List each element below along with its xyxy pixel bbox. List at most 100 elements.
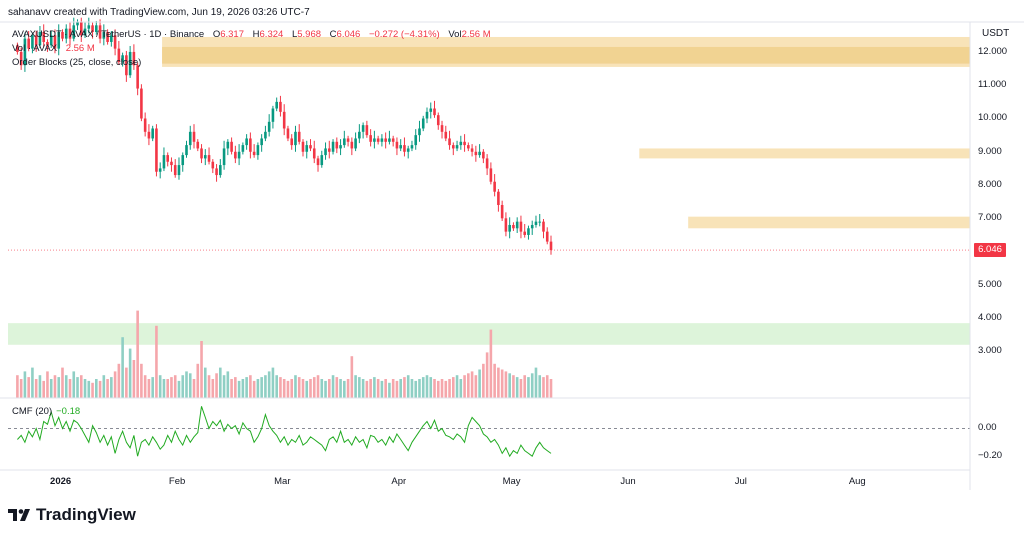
candle-body <box>64 28 68 39</box>
candle-body <box>98 25 102 39</box>
price-tick-label: 12.000 <box>978 45 1008 57</box>
candle-body <box>384 138 387 142</box>
volume-bar <box>294 375 297 398</box>
volume-bar <box>207 375 211 398</box>
candle-body <box>16 45 19 52</box>
candle-body <box>433 108 436 116</box>
symbol-title[interactable]: AVAXUSDT · AVAX / TetherUS · 1D · Binanc… <box>12 29 205 40</box>
volume-bar <box>459 379 463 398</box>
volume-bar <box>132 360 136 398</box>
candle-body <box>440 125 444 132</box>
candle-body <box>395 141 399 149</box>
volume-bar <box>508 373 511 398</box>
candle-body <box>290 138 294 146</box>
open-label: O <box>212 29 221 40</box>
candle-body <box>260 138 263 146</box>
volume-bar <box>538 375 542 398</box>
volume-bar <box>519 379 523 398</box>
price-tick-label: 9.000 <box>978 145 1002 157</box>
volume-bar <box>384 379 387 398</box>
volume-bar <box>158 375 162 398</box>
candle-body <box>448 138 451 146</box>
volume-bar <box>188 373 192 398</box>
volume-bar <box>436 380 440 398</box>
candle-body <box>388 138 391 142</box>
volume-bar <box>301 379 305 398</box>
volume-bar <box>335 377 339 398</box>
time-tick-label: Apr <box>391 476 407 487</box>
volume-bar <box>222 375 226 398</box>
volume-bar <box>181 375 185 398</box>
volume-bar <box>38 375 42 398</box>
volume-bar <box>545 375 549 398</box>
volume-bar <box>102 375 106 398</box>
candle-body <box>309 145 312 149</box>
candle-body <box>200 148 203 159</box>
order-blocks-indicator-label[interactable]: Order Blocks (25, close, close) <box>12 57 142 68</box>
volume-indicator-label[interactable]: Vol · AVAX <box>12 43 58 54</box>
candle-body <box>91 25 94 32</box>
volume-bar <box>482 363 485 398</box>
volume-bar <box>433 379 436 398</box>
candle-body <box>192 131 196 142</box>
volume-bar <box>192 379 196 398</box>
candle-body <box>188 131 192 146</box>
volume-bar <box>388 382 391 398</box>
volume-bar <box>170 377 173 398</box>
volume-bar <box>151 377 154 398</box>
volume-bar <box>140 363 143 398</box>
candle-body <box>264 131 267 139</box>
volume-bar <box>27 377 30 398</box>
volume-bar <box>515 377 519 398</box>
volume-bar <box>230 379 233 398</box>
time-tick-label: 2026 <box>50 476 72 487</box>
cmf-label[interactable]: CMF (20) <box>12 406 53 417</box>
cmf-legend[interactable]: CMF (20) −0.18 <box>12 406 80 417</box>
volume-bar <box>485 352 489 398</box>
candle-body <box>230 141 233 152</box>
volume-bar <box>354 375 357 398</box>
candle-body <box>46 41 49 46</box>
volume-bar <box>346 379 350 398</box>
candle-body <box>241 145 245 152</box>
candle-body <box>57 31 61 49</box>
volume-bar <box>470 371 474 398</box>
volume-bar <box>279 377 282 398</box>
symbol-legend[interactable]: AVAXUSDT · AVAX / TetherUS · 1D · Binanc… <box>12 28 491 70</box>
volume-bar <box>478 369 481 398</box>
candle-body <box>219 165 222 176</box>
candle-body <box>79 22 83 36</box>
candle-body <box>166 155 170 162</box>
volume-bars <box>16 310 553 398</box>
candle-body <box>538 221 542 223</box>
volume-bar <box>391 379 395 398</box>
volume-bar <box>380 380 384 398</box>
candle-body <box>282 111 286 129</box>
open-value: 6.317 <box>220 29 244 40</box>
volume-bar <box>399 379 402 398</box>
candle-body <box>312 148 316 159</box>
candle-body <box>327 148 331 152</box>
volume-bar <box>68 379 72 398</box>
candle-body <box>31 35 34 49</box>
candle-body <box>335 141 339 149</box>
candle-body <box>83 28 87 36</box>
volume-bar <box>61 367 64 398</box>
candle-body <box>125 55 128 76</box>
candle-body <box>350 141 354 149</box>
candle-body <box>222 148 226 166</box>
volume-bar <box>147 379 151 398</box>
candle-body <box>354 138 357 149</box>
candle-body <box>436 115 440 126</box>
time-tick-label: May <box>502 476 521 487</box>
candle-body <box>170 161 173 166</box>
candle-body <box>113 35 117 49</box>
candle-body <box>72 25 76 39</box>
order-block-bullish <box>8 323 970 345</box>
volume-bar <box>267 371 271 398</box>
volume-bar <box>463 375 466 398</box>
volume-bar <box>331 375 335 398</box>
volume-bar <box>395 380 399 398</box>
volume-bar <box>98 380 102 398</box>
candle-body <box>459 141 463 146</box>
